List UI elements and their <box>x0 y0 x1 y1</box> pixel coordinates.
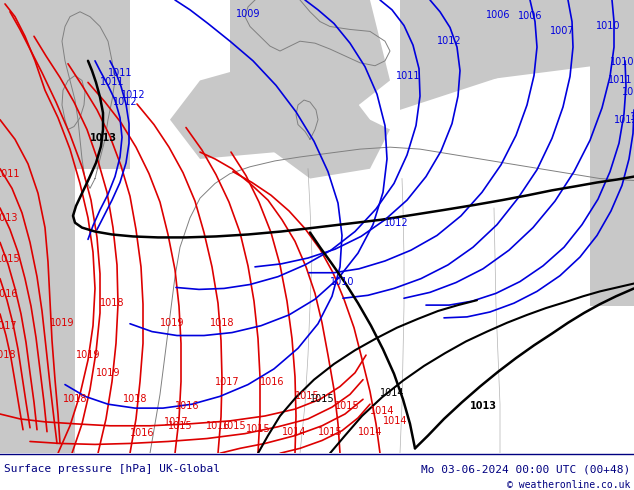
Text: 1010: 1010 <box>330 276 354 287</box>
Text: 1016: 1016 <box>175 401 200 411</box>
Polygon shape <box>480 0 634 80</box>
Text: 1014: 1014 <box>358 427 382 437</box>
Polygon shape <box>270 110 390 178</box>
Text: 1006: 1006 <box>486 10 510 20</box>
Text: 1012: 1012 <box>630 112 634 122</box>
Text: 1015: 1015 <box>295 392 320 401</box>
Polygon shape <box>400 0 560 110</box>
Text: 1013: 1013 <box>0 213 18 223</box>
Polygon shape <box>230 0 390 139</box>
Text: 1015: 1015 <box>246 424 270 434</box>
Text: 1015: 1015 <box>0 254 20 264</box>
Text: 1012: 1012 <box>384 218 409 228</box>
Text: 1012: 1012 <box>113 97 138 107</box>
Polygon shape <box>0 0 75 453</box>
Text: Mo 03-06-2024 00:00 UTC (00+48): Mo 03-06-2024 00:00 UTC (00+48) <box>421 464 630 474</box>
Text: 1009: 1009 <box>236 9 260 19</box>
Text: 1010: 1010 <box>596 22 620 31</box>
Text: 1015: 1015 <box>168 421 193 431</box>
Text: 1007: 1007 <box>550 26 574 36</box>
Polygon shape <box>0 0 130 169</box>
Text: 1011: 1011 <box>108 68 133 77</box>
Text: 1015: 1015 <box>318 427 342 437</box>
Text: 1016: 1016 <box>0 289 18 299</box>
Text: 1014: 1014 <box>380 389 404 398</box>
Text: 1017: 1017 <box>215 377 240 387</box>
Polygon shape <box>590 41 634 306</box>
Text: 1019: 1019 <box>160 318 184 328</box>
Text: 1012: 1012 <box>437 36 462 46</box>
Text: 1016: 1016 <box>130 428 155 438</box>
Text: 1011: 1011 <box>622 87 634 97</box>
Text: 1006: 1006 <box>518 11 543 21</box>
Text: 1016: 1016 <box>206 421 230 431</box>
Text: © weatheronline.co.uk: © weatheronline.co.uk <box>507 480 630 490</box>
Text: 1014: 1014 <box>370 406 394 416</box>
Text: 1018: 1018 <box>123 394 147 404</box>
Text: 1014: 1014 <box>383 416 408 426</box>
Text: 1011: 1011 <box>396 71 420 80</box>
Text: 1012: 1012 <box>120 90 145 100</box>
Text: 1017: 1017 <box>0 321 17 331</box>
Text: Surface pressure [hPa] UK-Global: Surface pressure [hPa] UK-Global <box>4 464 220 474</box>
Polygon shape <box>170 61 370 159</box>
Text: 1019: 1019 <box>75 350 100 360</box>
Text: 1012: 1012 <box>614 115 634 124</box>
Text: 1018: 1018 <box>63 394 87 404</box>
Text: 1011: 1011 <box>0 169 20 179</box>
Text: 1019: 1019 <box>50 318 75 328</box>
Text: 1011: 1011 <box>100 77 124 87</box>
Text: 1015: 1015 <box>310 394 335 404</box>
Text: 1011: 1011 <box>608 75 632 85</box>
Text: 1013: 1013 <box>90 133 117 143</box>
Text: 1010: 1010 <box>610 57 634 67</box>
Text: 1018: 1018 <box>0 350 16 360</box>
Text: 1013: 1013 <box>470 401 497 411</box>
Text: 1017: 1017 <box>164 417 188 427</box>
Text: 1014: 1014 <box>281 427 306 437</box>
Text: 1016: 1016 <box>260 377 285 387</box>
Text: 1018: 1018 <box>100 298 124 308</box>
Text: 1015: 1015 <box>335 401 359 411</box>
Text: 1018: 1018 <box>210 318 235 328</box>
Text: 1015: 1015 <box>222 421 247 431</box>
Text: 1019: 1019 <box>96 368 120 378</box>
